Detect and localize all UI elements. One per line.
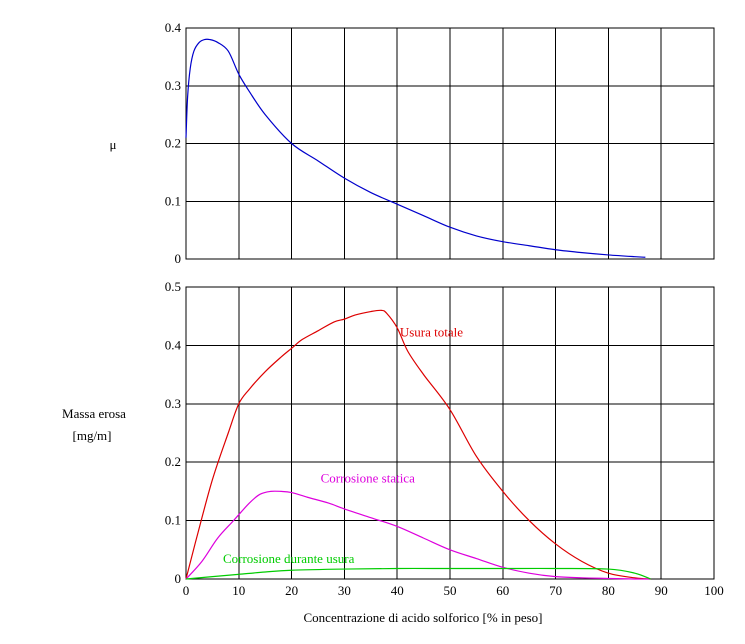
y-tick-label: 0 xyxy=(175,251,182,266)
y-tick-label: 0 xyxy=(175,571,182,586)
friction-coefficient-panel: 0 0.1 0.2 0.3 0.4 xyxy=(165,20,715,266)
x-tick-label: 20 xyxy=(285,583,298,598)
x-tick-label: 70 xyxy=(549,583,562,598)
mass-axis-unit: [mg/m] xyxy=(73,428,112,443)
plot-frame xyxy=(185,27,715,260)
corrosione-durante-usura-label: Corrosione durante usura xyxy=(223,551,355,566)
usura-totale-label: Usura totale xyxy=(400,325,463,340)
y-tick-label: 0.4 xyxy=(165,337,182,352)
friction-coefficient-line xyxy=(185,38,646,258)
corrosione-durante-usura-line xyxy=(185,567,651,580)
mu-axis-label: μ xyxy=(110,137,117,152)
y-tick-label: 0.3 xyxy=(165,396,181,411)
y-tick-label: 0.2 xyxy=(165,136,181,151)
x-tick-label: 50 xyxy=(444,583,457,598)
x-tick-label: 90 xyxy=(655,583,668,598)
y-tick-label: 0.1 xyxy=(165,193,181,208)
x-tick-label: 100 xyxy=(704,583,724,598)
eroded-mass-panel: 0 0.1 0.2 0.3 0.4 0.5 0 10 20 30 40 50 60 70 80 90 100 Us… xyxy=(165,279,724,598)
x-axis-title: Concentrazione di acido solforico [% in … xyxy=(304,610,543,625)
y-tick-label: 0.3 xyxy=(165,78,181,93)
usura-totale-line xyxy=(185,309,651,580)
x-tick-label: 80 xyxy=(602,583,615,598)
x-tick-label: 60 xyxy=(496,583,509,598)
x-tick-label: 30 xyxy=(338,583,351,598)
y-tick-label: 0.4 xyxy=(165,20,182,35)
corrosione-statica-line xyxy=(185,490,651,580)
mass-axis-label: Massa erosa xyxy=(62,406,126,421)
y-tick-label: 0.2 xyxy=(165,454,181,469)
plot-frame xyxy=(185,286,715,580)
x-tick-label: 40 xyxy=(391,583,404,598)
y-tick-label: 0.1 xyxy=(165,513,181,528)
x-tick-label: 0 xyxy=(183,583,190,598)
x-tick-label: 10 xyxy=(232,583,245,598)
corrosione-statica-label: Corrosione statica xyxy=(321,471,415,486)
y-tick-label: 0.5 xyxy=(165,279,181,294)
